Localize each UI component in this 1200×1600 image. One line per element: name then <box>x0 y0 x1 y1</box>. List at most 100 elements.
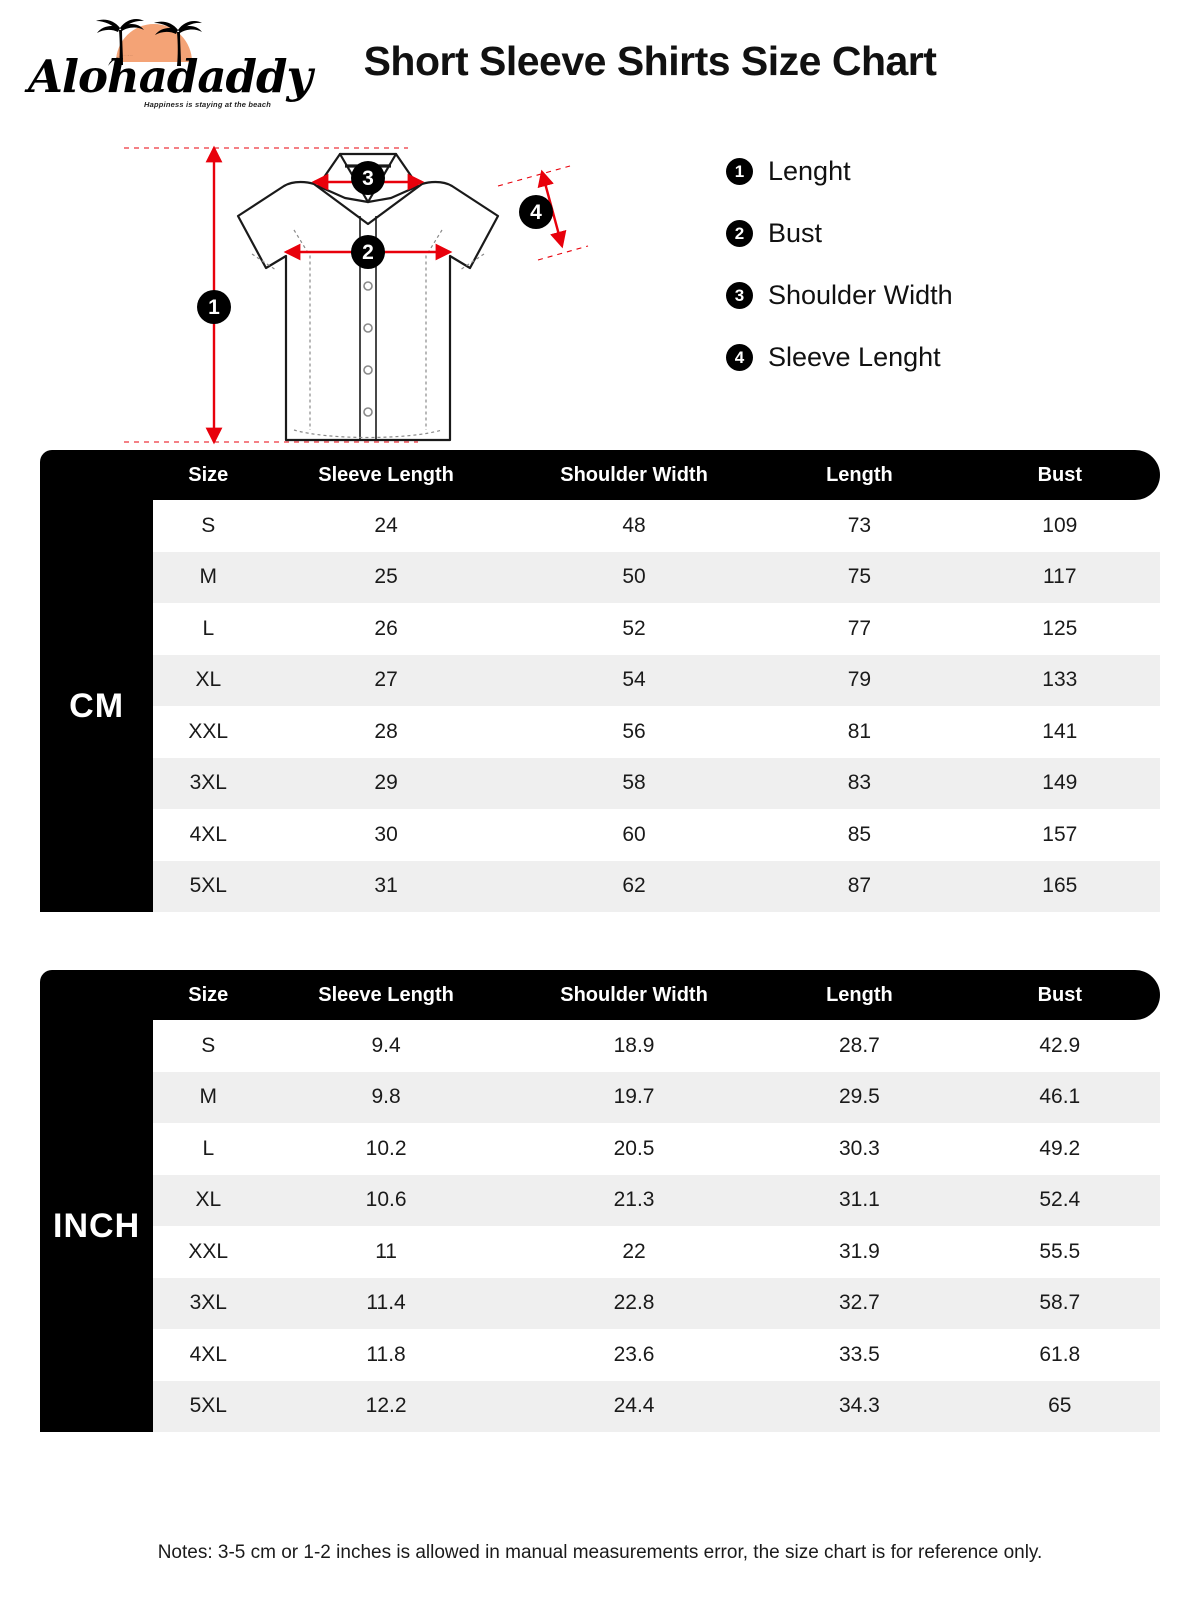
cell-bust: 117 <box>959 551 1160 603</box>
cell-size: M <box>153 1071 264 1123</box>
cell-length: 30.3 <box>759 1123 960 1175</box>
table-row: CM S 24 48 73 109 <box>40 500 1160 912</box>
cell-sleeve: 9.8 <box>263 1071 509 1123</box>
legend-badge-4: 4 <box>726 343 753 371</box>
cell-sleeve: 29 <box>263 757 509 809</box>
cell-sleeve: 27 <box>263 654 509 706</box>
cell-shoulder: 22 <box>508 1226 760 1278</box>
diagram-badge-1: 1 <box>197 290 231 324</box>
legend-label-4: Sleeve Lenght <box>768 341 941 372</box>
header-length: Length <box>759 970 960 1020</box>
brand-name: Alohadaddy <box>28 50 313 103</box>
cm-table: Size Sleeve Length Shoulder Width Length… <box>40 450 1160 912</box>
table-row: INCH S 9.4 18.9 28.7 42.9 <box>40 1020 1160 1432</box>
cell-bust: 125 <box>959 603 1160 655</box>
legend-label-1: Lenght <box>768 155 851 186</box>
unit-label-inch: INCH <box>40 1020 154 1432</box>
diagram-badge-3: 3 <box>351 161 385 195</box>
cell-sleeve: 9.4 <box>263 1020 509 1072</box>
svg-text:3: 3 <box>362 167 374 190</box>
cell-bust: 157 <box>959 809 1160 861</box>
cell-size: 5XL <box>153 860 264 912</box>
table-row: L 10.2 20.5 30.3 49.2 <box>40 1123 1160 1175</box>
cell-size: 5XL <box>153 1380 264 1432</box>
unit-header-cell <box>40 970 154 1020</box>
header-sleeve-length: Sleeve Length <box>263 970 509 1020</box>
table-row: L 26 52 77 125 <box>40 603 1160 655</box>
cell-size: XL <box>153 1174 264 1226</box>
table-row: 4XL 30 60 85 157 <box>40 809 1160 861</box>
cell-length: 83 <box>759 757 960 809</box>
cell-shoulder: 54 <box>508 654 760 706</box>
cell-size: S <box>153 500 264 552</box>
cell-sleeve: 30 <box>263 809 509 861</box>
table-header-row: Size Sleeve Length Shoulder Width Length… <box>40 450 1160 500</box>
cell-size: XL <box>153 654 264 706</box>
diagram-badge-4: 4 <box>519 195 553 229</box>
cell-bust: 149 <box>959 757 1160 809</box>
legend-item-bust: 2 Bust <box>726 202 953 264</box>
unit-text-inch: INCH <box>53 1206 141 1245</box>
footer-notes: Notes: 3-5 cm or 1-2 inches is allowed i… <box>157 1542 1043 1563</box>
header-bust: Bust <box>959 450 1160 500</box>
cell-sleeve: 24 <box>263 500 509 552</box>
legend-item-shoulder-width: 3 Shoulder Width <box>726 264 953 326</box>
cell-length: 28.7 <box>759 1020 960 1072</box>
unit-header-cell <box>40 450 154 500</box>
table-row: 5XL 31 62 87 165 <box>40 860 1160 912</box>
cell-sleeve: 11.4 <box>263 1277 509 1329</box>
svg-text:2: 2 <box>362 241 374 264</box>
cell-length: 79 <box>759 654 960 706</box>
cell-shoulder: 48 <box>508 500 760 552</box>
svg-text:4: 4 <box>530 201 542 224</box>
cell-length: 73 <box>759 500 960 552</box>
brand-tagline: Happiness is staying at the beach <box>144 100 272 109</box>
cell-sleeve: 26 <box>263 603 509 655</box>
cell-shoulder: 18.9 <box>508 1020 760 1072</box>
brand-logo: Alohadaddy Happiness is staying at the b… <box>28 8 313 113</box>
header-size: Size <box>153 450 264 500</box>
cell-shoulder: 62 <box>508 860 760 912</box>
legend-item-sleeve-length: 4 Sleeve Lenght <box>726 326 953 388</box>
header-bust: Bust <box>959 970 1160 1020</box>
cell-shoulder: 23.6 <box>508 1329 760 1381</box>
table-row: M 25 50 75 117 <box>40 551 1160 603</box>
cell-shoulder: 19.7 <box>508 1071 760 1123</box>
header-shoulder-width: Shoulder Width <box>508 970 760 1020</box>
cell-size: 3XL <box>153 757 264 809</box>
cell-shoulder: 52 <box>508 603 760 655</box>
cell-shoulder: 21.3 <box>508 1174 760 1226</box>
cell-size: XXL <box>153 706 264 758</box>
page-header: Alohadaddy Happiness is staying at the b… <box>0 0 1200 120</box>
table-row: 3XL 29 58 83 149 <box>40 757 1160 809</box>
table-row: 5XL 12.2 24.4 34.3 65 <box>40 1380 1160 1432</box>
cell-length: 31.1 <box>759 1174 960 1226</box>
size-table-inch: Size Sleeve Length Shoulder Width Length… <box>40 970 1160 1432</box>
cell-shoulder: 24.4 <box>508 1380 760 1432</box>
cell-size: 3XL <box>153 1277 264 1329</box>
cell-size: M <box>153 551 264 603</box>
cell-length: 33.5 <box>759 1329 960 1381</box>
svg-text:1: 1 <box>208 296 220 319</box>
header-length: Length <box>759 450 960 500</box>
cell-shoulder: 58 <box>508 757 760 809</box>
table-row: M 9.8 19.7 29.5 46.1 <box>40 1071 1160 1123</box>
cell-shoulder: 56 <box>508 706 760 758</box>
legend-label-2: Bust <box>768 217 823 248</box>
header-size: Size <box>153 970 264 1020</box>
cell-shoulder: 22.8 <box>508 1277 760 1329</box>
size-table-cm: Size Sleeve Length Shoulder Width Length… <box>40 450 1160 912</box>
cell-bust: 61.8 <box>959 1329 1160 1381</box>
cell-shoulder: 50 <box>508 551 760 603</box>
cell-bust: 49.2 <box>959 1123 1160 1175</box>
table-row: 4XL 11.8 23.6 33.5 61.8 <box>40 1329 1160 1381</box>
cell-length: 32.7 <box>759 1277 960 1329</box>
cell-sleeve: 10.2 <box>263 1123 509 1175</box>
cell-size: 4XL <box>153 1329 264 1381</box>
table-row: XXL 28 56 81 141 <box>40 706 1160 758</box>
unit-text-cm: CM <box>69 686 125 725</box>
legend-item-length: 1 Lenght <box>726 140 953 202</box>
cell-size: XXL <box>153 1226 264 1278</box>
cell-length: 29.5 <box>759 1071 960 1123</box>
cell-bust: 58.7 <box>959 1277 1160 1329</box>
